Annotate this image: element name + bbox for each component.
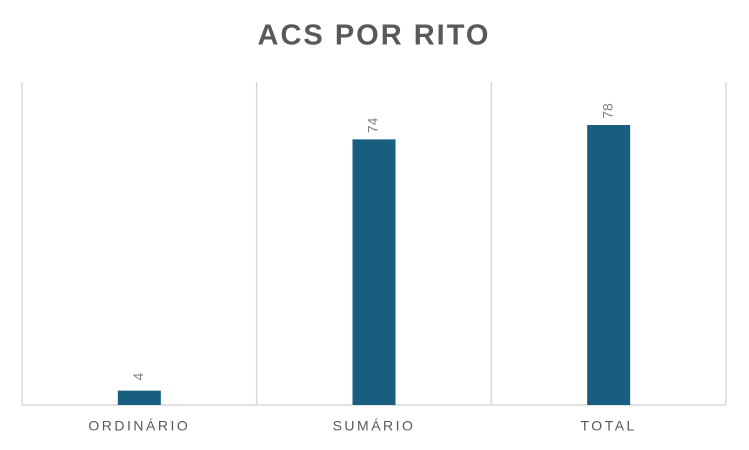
data-label: 78 [599, 103, 615, 119]
x-tick-label: SUMÁRIO [333, 418, 416, 434]
data-label: 74 [365, 117, 381, 133]
data-label: 4 [130, 373, 146, 381]
chart-title: ACS POR RITO [258, 20, 491, 52]
x-tick-label: ORDINÁRIO [88, 418, 190, 434]
bar [117, 390, 161, 405]
bar [587, 125, 631, 405]
bar [352, 139, 396, 405]
x-tick-label: TOTAL [581, 418, 637, 434]
